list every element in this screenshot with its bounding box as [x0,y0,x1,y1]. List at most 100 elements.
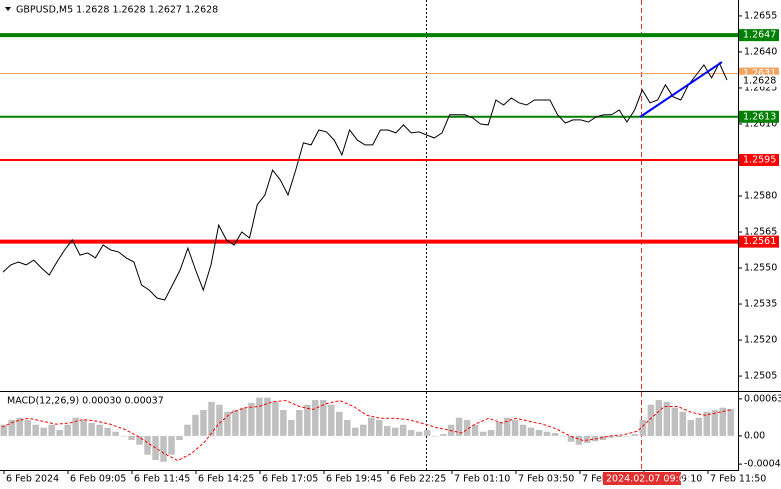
macd-bar [200,410,207,436]
macd-bar [208,401,215,436]
macd-bar [224,411,231,436]
y-tick-label: 1.2565 [744,227,777,238]
macd-bar [583,435,591,443]
macd-bar [695,417,703,436]
macd-bar [184,424,191,436]
macd-bar [240,407,247,436]
macd-bar [415,431,423,436]
macd-bar [655,400,663,436]
macd-bar [0,424,7,436]
macd-bar [703,411,711,436]
macd-bar [607,435,615,438]
macd-bar [272,401,279,436]
macd-bar [32,424,39,436]
macd-bar [719,407,727,436]
trend-line [639,61,723,118]
macd-bar [647,404,655,436]
macd-bar [16,417,23,436]
macd-bar [711,410,719,436]
macd-bar [511,420,519,436]
macd-bar [391,427,399,436]
macd-bar [216,404,223,436]
level-label-box [739,153,779,166]
x-tick-label: 6 Feb 09:05 [70,474,126,485]
x-tick-label: 6 Feb 11:45 [134,474,190,485]
level-label: 1.2561 [743,236,776,247]
y-tick-label: 1.2535 [744,299,777,310]
macd-bar [455,417,463,436]
macd-bar [72,417,79,436]
x-tick-label: 7 Feb 11:50 [710,474,766,485]
y-tick-label: 1.2625 [744,82,777,93]
macd-bar [24,420,31,436]
symbol-menu-arrow[interactable] [5,7,11,11]
macd-bar [559,435,567,437]
macd-bar [88,422,95,436]
macd-bar [312,400,319,436]
macd-bar [144,435,151,455]
macd-bar [527,427,535,436]
macd-bar [471,424,479,436]
x-tick-label: 7 Feb 03:50 [518,474,574,485]
macd-bar [439,434,447,436]
macd-bar [168,435,175,455]
macd-bar [375,420,383,436]
macd-bar [615,435,623,438]
macd-bar [383,425,391,436]
macd-bar [479,431,487,436]
macd-bar [336,411,343,436]
x-tick-label: 6 Feb 17:05 [262,474,318,485]
x-tick-label: 6 Feb 22:25 [390,474,446,485]
macd-bar [256,397,263,436]
macd-bar [344,420,351,436]
macd-bar [232,410,239,436]
cursor-time-box [603,472,681,485]
macd-bar [192,414,199,436]
macd-bar [639,420,647,436]
chart-title: GBPUSD,M5 1.2628 1.2628 1.2627 1.2628 [16,5,218,16]
level-label: 1.2647 [743,30,776,41]
macd-bar [320,400,327,436]
y-tick-label: 0.00 [744,430,765,441]
macd-bar [575,435,583,445]
macd-bar [120,435,127,437]
level-label-box [739,110,779,123]
y-tick-label: 1.2580 [744,191,777,202]
level-label: 1.2595 [743,154,776,165]
signal-line [1,400,733,462]
macd-bar [264,397,271,436]
macd-bar [407,430,415,436]
y-tick-label: 1.2610 [744,118,777,129]
macd-bar [543,431,551,436]
macd-bar [503,417,511,436]
macd-bar [304,404,311,436]
level-label-box [739,74,779,87]
y-tick-label: 1.2640 [744,46,777,57]
y-tick-label: -0.00048 [744,459,781,470]
level-label: 1.2628 [743,75,776,86]
level-label-box [739,29,779,42]
x-tick-label: 7 Feb 01:10 [454,474,510,485]
macd-bar [128,435,135,441]
macd-bar [104,427,111,436]
macd-bar [280,410,287,436]
macd-bar [495,421,503,436]
price-line [2,61,728,301]
macd-bar [423,430,431,436]
macd-bar [296,410,303,436]
macd-bar [623,435,631,437]
level-label: 1.2613 [743,111,776,122]
macd-bar [671,407,679,436]
macd-bar [96,424,103,436]
macd-bar [176,435,183,441]
macd-bar [368,417,375,436]
macd-bar [399,424,407,436]
y-tick-label: 1.2520 [744,335,777,346]
macd-bar [687,420,695,436]
macd-bar [431,435,439,437]
level-label: 1.2631 [743,68,776,79]
macd-bar [679,411,687,436]
macd-bar [663,401,671,436]
